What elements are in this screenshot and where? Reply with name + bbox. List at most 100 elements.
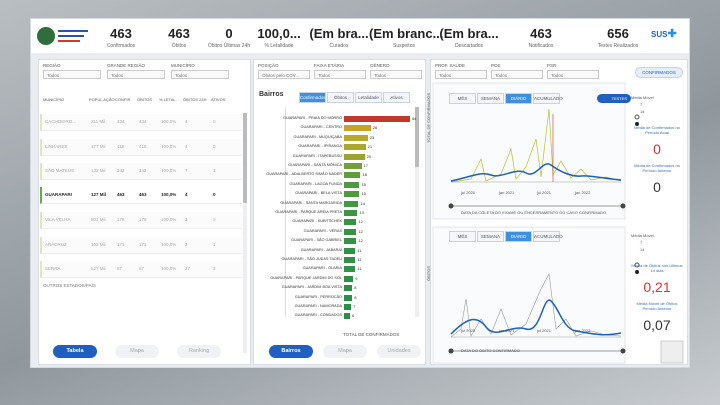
radio-label[interactable]: 7 [640, 102, 643, 107]
table-cell: 100,0% [161, 242, 177, 247]
table-cell: 3 [185, 217, 188, 222]
table-cell: 171 [139, 242, 147, 247]
table-cell: SERRA [45, 266, 61, 271]
filter-label: REGIÃO [43, 63, 61, 68]
nav-button[interactable]: Ranking [177, 345, 221, 358]
table-cell: 2 [185, 242, 188, 247]
nav-button[interactable]: Mapa [323, 345, 367, 358]
filter-select[interactable]: Todos [43, 70, 101, 79]
filter-select[interactable]: Óbitos pelo COV... [258, 70, 310, 79]
dashboard: SUS✚ Bairros TOTAL DE CONFIRMADOS 463 Con… [30, 18, 690, 368]
table-cell: 211 Mil [91, 119, 106, 124]
period-tab[interactable]: MÊS [449, 231, 476, 242]
table-row[interactable]: LINHARES 177 Mil 418 418 100,0% 4 0 [40, 139, 242, 156]
table-row[interactable]: ARACRUZ 103 Mil 171 171 100,0% 2 1 [40, 237, 242, 254]
nav-button[interactable]: Bairros [269, 345, 313, 358]
filter-select[interactable]: Todos [171, 70, 229, 79]
filter-label: GÊNERO [370, 63, 390, 68]
radio-label[interactable]: 14 [640, 109, 645, 114]
metric-tab[interactable]: Confirmados [299, 92, 326, 103]
period-tab[interactable]: ACUMULADO [533, 231, 563, 242]
filter-select[interactable]: Todos [370, 70, 422, 79]
state-logo [37, 27, 88, 45]
table-cell: 27 [185, 266, 191, 271]
slider-handle[interactable] [448, 348, 454, 354]
table-cell: 0 [213, 217, 216, 222]
table-cell: 87 [139, 266, 145, 271]
top-chart-bg [432, 82, 626, 220]
toggle[interactable]: TESTES [597, 94, 631, 103]
period-tab[interactable]: DIÁRIO [505, 93, 532, 104]
table-row[interactable]: SERRA 527 Mil 87 87 100,0% 27 3 [40, 261, 242, 278]
bar-label: GUARAPARI - NAMORADA [294, 304, 342, 308]
period-tab[interactable]: SEMANA [477, 93, 504, 104]
metric-tab[interactable]: Ativos [383, 92, 410, 103]
filter-select[interactable]: Todos [491, 70, 543, 79]
table-row[interactable]: GUARAPARI 127 Mil 463 463 100,0% 4 0 [40, 187, 242, 204]
table-cell: 100,0% [161, 168, 177, 173]
slider-handle[interactable] [620, 203, 626, 209]
metric-tab[interactable]: Óbitos [327, 92, 354, 103]
filter-select[interactable]: Todos [435, 70, 487, 79]
bar-value: 21 [367, 144, 373, 150]
metric-tab[interactable]: Letalidade [355, 92, 382, 103]
bar-value: 11 [357, 266, 362, 272]
scrollbar [415, 107, 419, 317]
date-label: jul 2020 [461, 328, 476, 333]
bar-value: 12 [358, 219, 363, 225]
kpi-value: (Em bra... [439, 26, 499, 41]
filter-select[interactable]: Todos [107, 70, 165, 79]
nav-button[interactable]: Mapa [115, 345, 159, 358]
table-cell: 434 [117, 119, 125, 124]
table-scrollbar [243, 113, 247, 353]
kpi-value: 656 [607, 26, 629, 41]
period-tab[interactable]: ACUMULADO [533, 93, 563, 104]
bar-value: 64 [411, 116, 417, 121]
table-row[interactable]: SÃO MATEUS 132 Mil 342 342 100,0% 7 1 [40, 163, 242, 180]
bar [344, 285, 353, 292]
period-tab[interactable]: MÊS [449, 93, 476, 104]
bar-label: GUARAPARI - VÉRAS [303, 228, 342, 233]
table-cell: 100,0% [161, 144, 177, 149]
bar [344, 294, 353, 301]
bar [344, 210, 358, 216]
slider-handle[interactable] [448, 203, 454, 209]
bar-label: GUARAPARI - PARQUE JARDIM DO SOL [270, 275, 342, 280]
table-cell: GUARAPARI [45, 192, 72, 197]
radio-label[interactable]: 7 [640, 240, 643, 245]
nav-button[interactable]: Unidades [377, 345, 421, 358]
filter-select[interactable]: Todos [547, 70, 599, 79]
radio[interactable] [635, 122, 639, 126]
radio[interactable] [635, 270, 639, 274]
filter-label: FAIXA ETÁRIA [314, 63, 345, 68]
date-label: jan 2022 [575, 190, 591, 195]
bar-label: GUARAPARI - SÃO GABRIEL [291, 238, 342, 243]
column-header: ÓBITOS [137, 97, 153, 102]
add-button[interactable]: CONFIRMADOS [635, 67, 683, 78]
period-tab[interactable]: SEMANA [477, 231, 504, 242]
nav-button[interactable]: Tabela [53, 345, 97, 358]
filter-label: PROF. SAÚDE [435, 63, 466, 68]
side-value: 0 [653, 179, 661, 195]
filter-label: GRANDE REGIÃO [107, 63, 146, 68]
bar-value: 8 [354, 285, 357, 291]
side-label: Média de Confirmados no Período Anterior [634, 163, 680, 173]
column-header: % LETAL. [159, 97, 177, 102]
radio[interactable] [634, 262, 640, 268]
bar-value: 11 [357, 247, 362, 253]
bar-value: 20 [366, 153, 372, 159]
expand-button[interactable] [660, 340, 684, 364]
slider-handle[interactable] [620, 348, 626, 354]
table-row[interactable]: CACHOEIRO... 211 Mil 434 434 100,0% 4 0 [40, 114, 242, 131]
date-label: jan 2021 [499, 328, 515, 333]
radio-label[interactable]: 14 [640, 247, 645, 252]
bar [344, 134, 368, 141]
table-row[interactable]: VILA VELHA 501 Mil 176 176 100,0% 3 0 [40, 212, 242, 229]
kpi-value: 100,0... [257, 26, 301, 41]
kpi-value: 0 [225, 26, 233, 41]
period-tab[interactable]: DIÁRIO [505, 231, 532, 242]
filter-select[interactable]: Todos [314, 70, 366, 79]
bar-label: GUARAPARI - ADALBERTO SIMÃO NADER [266, 172, 342, 177]
bar [344, 181, 360, 188]
radio[interactable] [634, 114, 640, 120]
